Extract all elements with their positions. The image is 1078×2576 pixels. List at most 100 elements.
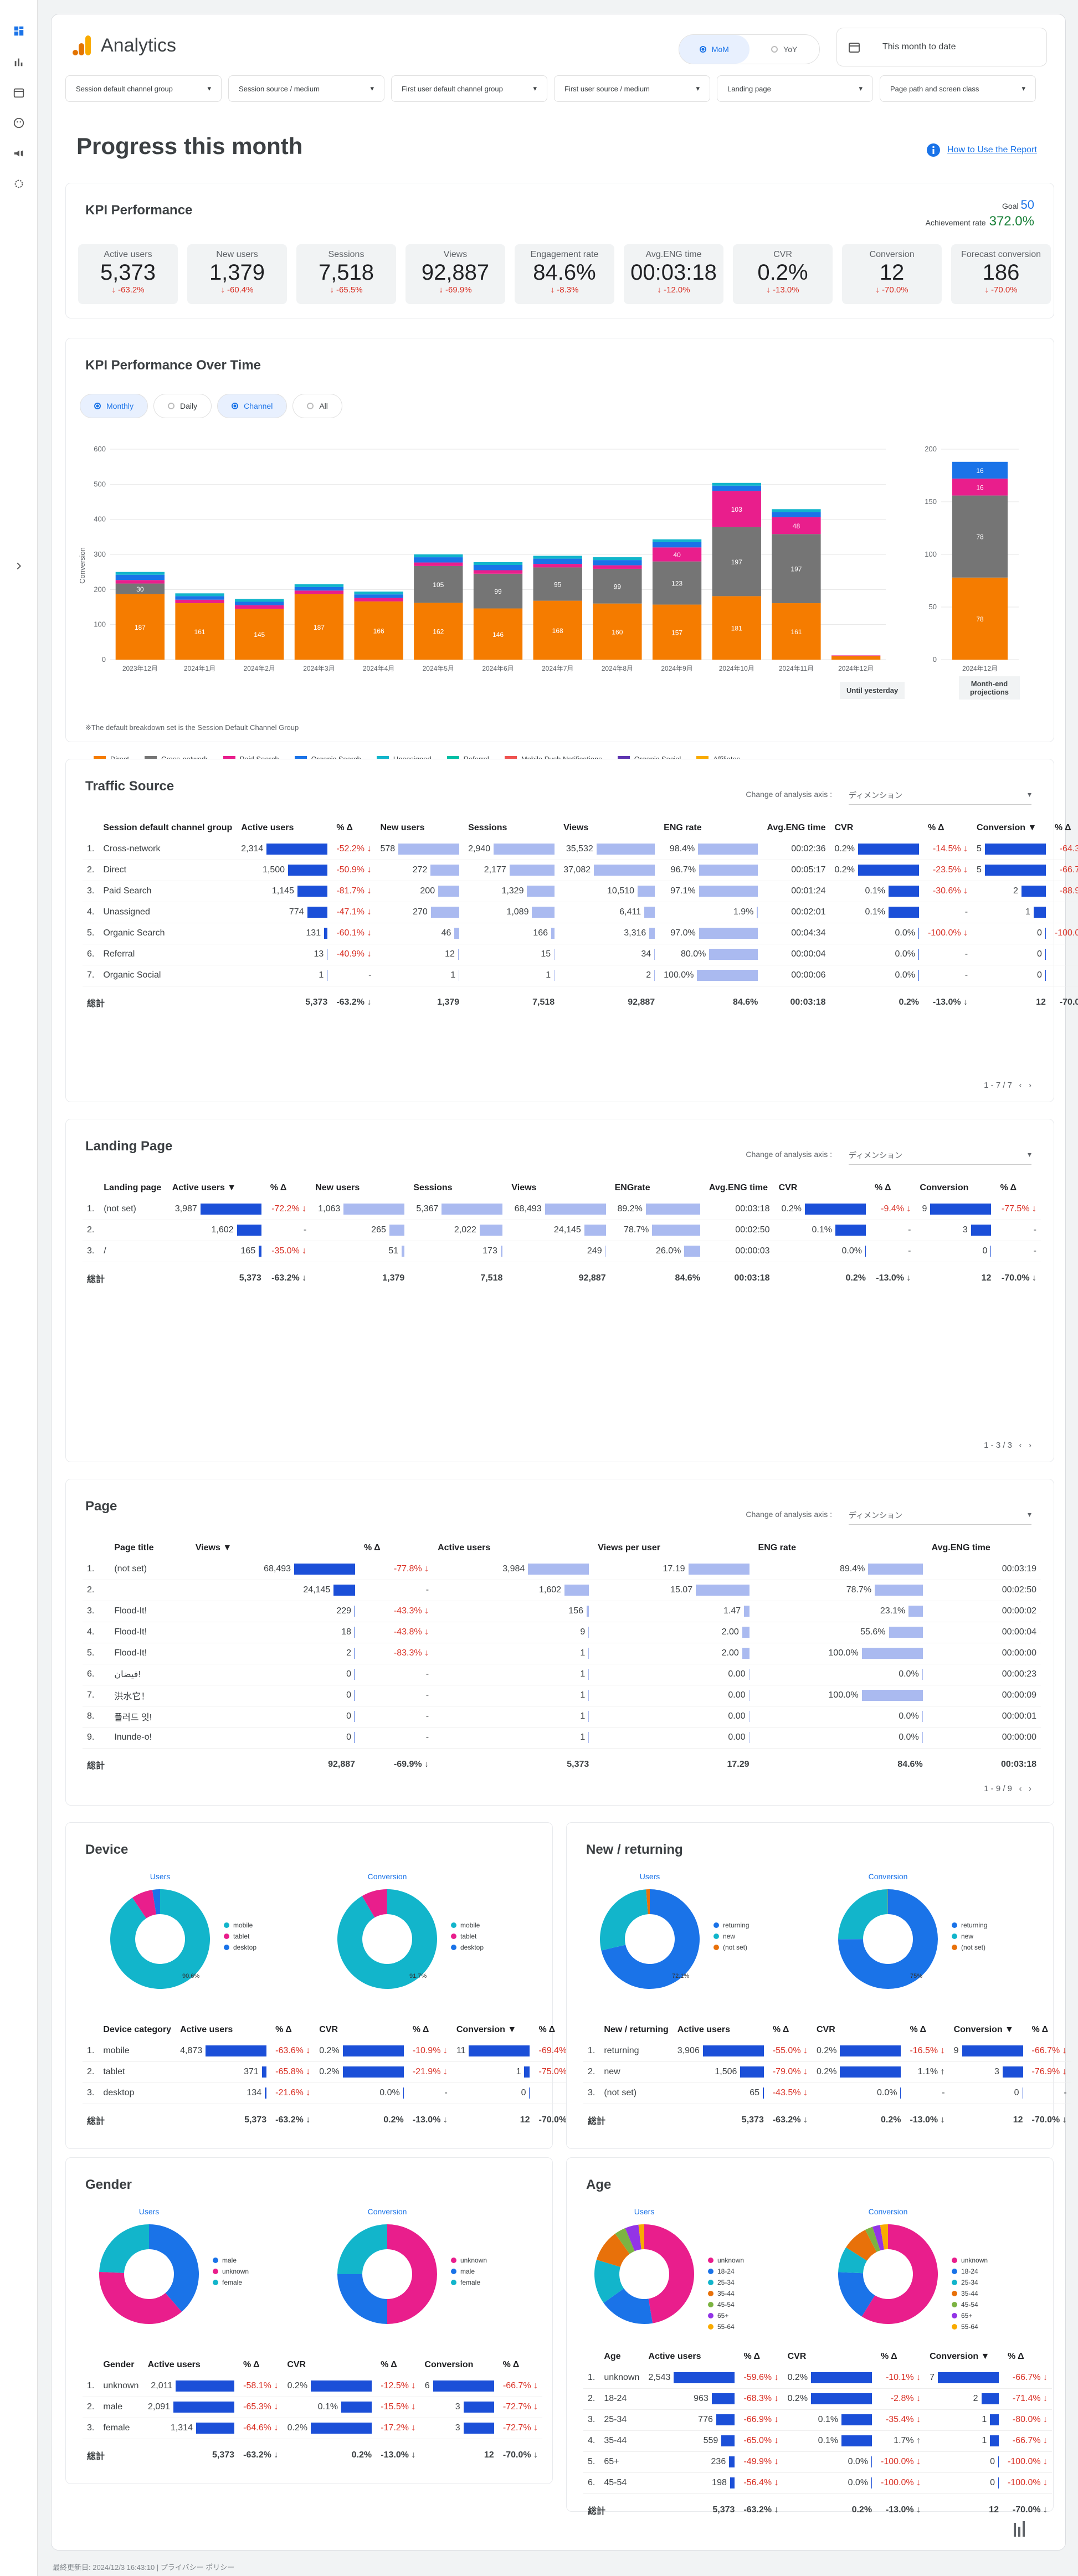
table-row[interactable]: 4. Unassigned 774 -47.1% ↓ 270 1,089 6,411 1.9%… [83, 902, 1078, 923]
table-row[interactable]: 3. 25-34 776 -66.9% ↓ 0.1% -35.4% ↓ 1 -80.0% ↓ [583, 2409, 1053, 2431]
header-cell[interactable]: Active users [438, 1543, 491, 1552]
header-cell[interactable]: % Δ [243, 2360, 260, 2369]
header-cell[interactable]: CVR [287, 2360, 306, 2369]
table-row[interactable]: 1. (not set) 3,987 -72.2% ↓ 1,063 5,367 68,493… [83, 1199, 1041, 1220]
header-cell[interactable]: Sessions [413, 1183, 453, 1192]
header-cell[interactable]: Avg.ENG time [931, 1543, 990, 1552]
filter-first-user-source[interactable]: First user source / medium ▾ [554, 75, 710, 102]
table-row[interactable]: 3. Paid Search 1,145 -81.7% ↓ 200 1,329 10,510… [83, 881, 1078, 902]
header-cell[interactable]: Views [563, 823, 589, 832]
table-row[interactable]: 4. Flood-It! 18 -43.8% ↓ 9 2.00 55.6% 00:00:04 [83, 1622, 1041, 1643]
table-row[interactable]: 5. Flood-It! 2 -83.3% ↓ 1 2.00 100.0% 00:00:00 [83, 1643, 1041, 1664]
table-row[interactable]: 4. 35-44 559 -65.0% ↓ 0.1% 1.7% ↑ 1 -66.7% ↓ [583, 2430, 1053, 2452]
header-cell[interactable]: Active users [677, 2025, 730, 2034]
header-cell[interactable]: Session default channel group [103, 823, 233, 832]
mom-option[interactable]: MoM [679, 35, 750, 64]
header-cell[interactable]: % Δ [270, 1183, 287, 1192]
header-cell[interactable]: CVR [319, 2025, 338, 2034]
settings-icon[interactable] [12, 177, 25, 191]
header-cell[interactable]: CVR [778, 1183, 798, 1192]
header-cell[interactable]: Sessions [468, 823, 507, 832]
header-cell[interactable]: % Δ [1000, 1183, 1017, 1192]
table-row[interactable]: 2. 24,145 - 1,602 15.07 78.7% 00:02:50 [83, 1580, 1041, 1601]
date-range-picker[interactable]: This month to date [836, 28, 1047, 66]
header-cell[interactable]: Age [604, 2352, 621, 2361]
header-cell[interactable]: New / returning [604, 2025, 669, 2034]
chip-channel[interactable]: Channel [217, 394, 288, 418]
table-row[interactable]: 2. 18-24 963 -68.3% ↓ 0.2% -2.8% ↓ 2 -71.4% ↓ [583, 2388, 1053, 2410]
header-cell[interactable]: CVR [787, 2352, 807, 2361]
header-cell[interactable]: Conversion [920, 1183, 969, 1192]
header-cell[interactable]: Active users [648, 2352, 701, 2361]
header-cell[interactable]: CVR [834, 823, 854, 832]
header-cell[interactable]: Gender [103, 2360, 135, 2369]
header-cell[interactable]: Device category [103, 2025, 172, 2034]
table-row[interactable]: 5. 65+ 236 -49.9% ↓ 0.0% -100.0% ↓ 0 -100.0% ↓ [583, 2451, 1053, 2473]
pager[interactable]: 1 - 3 / 3 ‹ › [984, 1441, 1031, 1450]
table-row[interactable]: 7. 洪水它！ 0 - 1 0.00 100.0% 00:00:09 [83, 1685, 1041, 1706]
header-cell[interactable]: % Δ [1031, 2025, 1049, 2034]
table-row[interactable]: 2. male 2,091 -65.3% ↓ 0.1% -15.5% ↓ 3 -72.7% ↓ [83, 2397, 542, 2418]
axis-selector[interactable]: Change of analysis axis : ディメンション ▾ [746, 1510, 1031, 1525]
header-cell[interactable]: Conversion ▼ [930, 2352, 990, 2361]
header-cell[interactable]: Active users [180, 2025, 233, 2034]
header-cell[interactable]: Conversion [424, 2360, 474, 2369]
filter-session-source[interactable]: Session source / medium ▾ [228, 75, 384, 102]
header-cell[interactable]: % Δ [743, 2352, 761, 2361]
header-cell[interactable]: Views ▼ [195, 1543, 232, 1552]
table-row[interactable]: 3. Flood-It! 229 -43.3% ↓ 156 1.47 23.1% 00:00:… [83, 1601, 1041, 1622]
header-cell[interactable]: Views [511, 1183, 537, 1192]
chip-all[interactable]: All [292, 394, 342, 418]
table-row[interactable]: 3. (not set) 65 -43.5% ↓ 0.0% - 0 - [583, 2083, 1071, 2104]
header-cell[interactable]: % Δ [502, 2360, 520, 2369]
axis-selector[interactable]: Change of analysis axis : ディメンション ▾ [746, 790, 1031, 805]
table-row[interactable]: 1. mobile 4,873 -63.6% ↓ 0.2% -10.9% ↓ 11 -69.4… [83, 2040, 578, 2062]
pager[interactable]: 1 - 9 / 9 ‹ › [984, 1784, 1031, 1793]
header-cell[interactable]: % Δ [874, 1183, 891, 1192]
pager[interactable]: 1 - 7 / 7 ‹ › [984, 1081, 1031, 1090]
header-cell[interactable]: % Δ [412, 2025, 429, 2034]
header-cell[interactable]: % Δ [1054, 823, 1071, 832]
table-row[interactable]: 3. / 165 -35.0% ↓ 51 173 249 26.0% 00:00:03 0.0% -… [83, 1241, 1041, 1262]
header-cell[interactable]: Views per user [598, 1543, 660, 1552]
yoy-option[interactable]: YoY [750, 35, 820, 64]
header-cell[interactable]: Conversion ▼ [977, 823, 1037, 832]
chip-daily[interactable]: Daily [153, 394, 212, 418]
header-cell[interactable]: ENG rate [664, 823, 702, 832]
table-row[interactable]: 6. Referral 13 -40.9% ↓ 12 15 34 80.0% 00:00:04 0… [83, 944, 1078, 965]
filter-landing-page[interactable]: Landing page ▾ [717, 75, 873, 102]
header-cell[interactable]: Active users ▼ [172, 1183, 237, 1192]
header-cell[interactable]: CVR [816, 2025, 835, 2034]
header-cell[interactable]: % Δ [1008, 2352, 1024, 2361]
table-row[interactable]: 2. tablet 371 -65.8% ↓ 0.2% -21.9% ↓ 1 -75.0% ↓ [83, 2061, 578, 2083]
table-row[interactable]: 9. Inunde-o! 0 - 1 0.00 0.0% 00:00:00 [83, 1727, 1041, 1749]
table-row[interactable]: 3. female 1,314 -64.6% ↓ 0.2% -17.2% ↓ 3 -72.7%… [83, 2418, 542, 2439]
axis-selector[interactable]: Change of analysis axis : ディメンション ▾ [746, 1150, 1031, 1165]
header-cell[interactable]: Page title [114, 1543, 154, 1552]
header-cell[interactable]: % Δ [336, 823, 353, 832]
chip-monthly[interactable]: Monthly [80, 394, 148, 418]
header-cell[interactable]: Avg.ENG time [709, 1183, 768, 1192]
table-row[interactable]: 7. Organic Social 1 - 1 1 2 100.0% 00:00:06 0.0% -… [83, 965, 1078, 986]
table-row[interactable]: 1. Cross-network 2,314 -52.2% ↓ 578 2,940 35,5… [83, 839, 1078, 860]
table-row[interactable]: 1. unknown 2,543 -59.6% ↓ 0.2% -10.1% ↓ 7 -66.7… [583, 2367, 1053, 2389]
filter-page-path[interactable]: Page path and screen class ▾ [880, 75, 1036, 102]
expand-chevron-icon[interactable] [12, 559, 25, 573]
header-cell[interactable]: Conversion ▼ [953, 2025, 1014, 2034]
howto-link[interactable]: How to Use the Report [926, 143, 1037, 157]
table-row[interactable]: 6. 45-54 198 -56.4% ↓ 0.0% -100.0% ↓ 0 -100.0% … [583, 2472, 1053, 2494]
header-cell[interactable]: % Δ [381, 2360, 397, 2369]
header-cell[interactable]: % Δ [881, 2352, 897, 2361]
table-row[interactable]: 1. returning 3,906 -55.0% ↓ 0.2% -16.5% ↓ 9 -66… [583, 2040, 1071, 2062]
calendar-icon[interactable] [12, 86, 25, 99]
header-cell[interactable]: Avg.ENG time [767, 823, 826, 832]
header-cell[interactable]: Active users [241, 823, 294, 832]
face-icon[interactable] [12, 116, 25, 130]
dashboard-icon[interactable] [12, 24, 25, 38]
table-row[interactable]: 8. 플러드 잇! 0 - 1 0.00 0.0% 00:00:01 [83, 1706, 1041, 1727]
header-cell[interactable]: % Δ [538, 2025, 556, 2034]
header-cell[interactable]: Landing page [104, 1183, 162, 1192]
header-cell[interactable]: Active users [147, 2360, 201, 2369]
table-row[interactable]: 1. (not set) 68,493 -77.8% ↓ 3,984 17.19 89.4%… [83, 1559, 1041, 1580]
